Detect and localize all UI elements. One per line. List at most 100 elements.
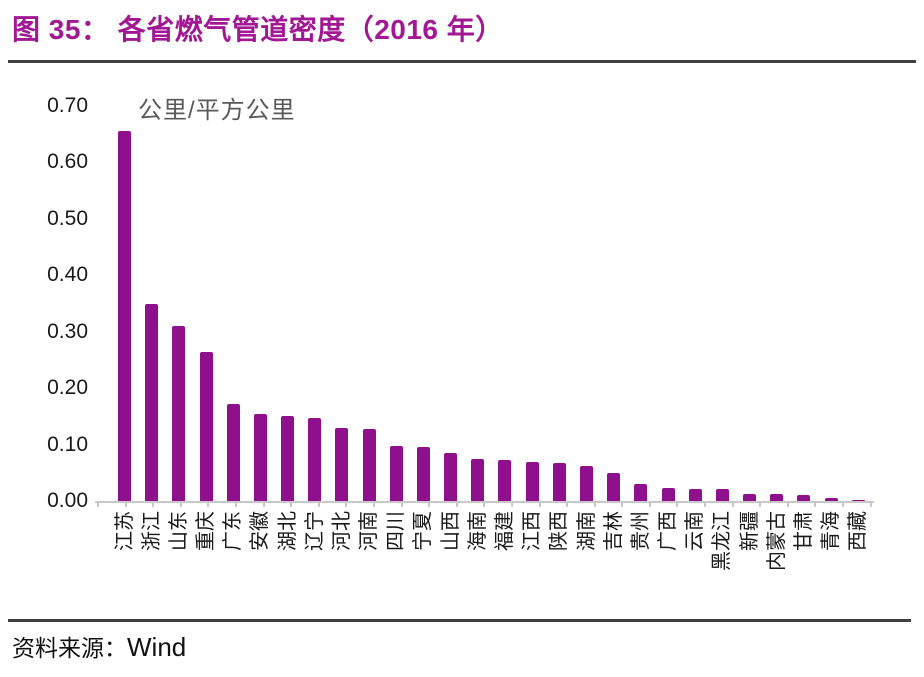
x-axis-tick — [262, 501, 265, 507]
x-axis-label-text: 广西 — [657, 511, 680, 551]
x-axis-label-text: 贵州 — [629, 511, 652, 551]
bar — [580, 466, 593, 501]
x-axis-label-text: 云南 — [684, 511, 707, 551]
x-axis-label-text: 福建 — [493, 511, 516, 551]
x-axis-tick — [648, 501, 651, 507]
y-axis-unit-label: 公里/平方公里 — [138, 97, 296, 124]
bar — [715, 489, 729, 501]
x-axis-label: 山东 — [165, 511, 192, 611]
bar — [607, 472, 621, 501]
x-axis-label: 海南 — [464, 511, 491, 611]
y-axis-tick-label: 0.30 — [47, 319, 88, 343]
x-axis-tick — [234, 501, 237, 507]
y-axis-tick-label: 0.00 — [47, 489, 88, 512]
x-axis-label: 湖南 — [573, 511, 600, 611]
x-axis-label-text: 重庆 — [195, 511, 218, 551]
x-axis-label-text: 陕西 — [548, 511, 571, 551]
y-axis-tick-label: 0.40 — [47, 263, 88, 287]
bar — [498, 460, 512, 501]
bar — [281, 415, 295, 501]
bar — [525, 461, 539, 501]
bar — [661, 488, 675, 501]
plot-area — [95, 106, 874, 507]
x-axis-label-text: 湖南 — [575, 511, 598, 551]
x-axis-label: 广东 — [220, 511, 247, 611]
x-axis-tick — [869, 501, 872, 507]
x-axis-tick — [428, 501, 431, 507]
x-axis-tick — [179, 501, 182, 507]
y-axis-tick-label: 0.10 — [47, 432, 88, 456]
x-axis-label-text: 青海 — [820, 511, 843, 551]
x-axis-tick — [759, 501, 762, 507]
source-label: 资料来源： — [12, 635, 127, 661]
x-axis-tick — [621, 501, 624, 507]
x-axis-label: 江苏 — [111, 511, 138, 611]
title-divider — [8, 60, 916, 63]
bar — [335, 427, 349, 501]
y-axis-tick-label: 0.50 — [47, 206, 88, 230]
x-axis-tick — [676, 501, 679, 507]
x-axis-tick — [593, 501, 596, 507]
bar — [634, 484, 648, 501]
x-axis-label-text: 宁夏 — [412, 511, 435, 551]
x-axis-label: 陕西 — [546, 511, 573, 611]
bar — [118, 131, 132, 501]
x-axis-tick — [345, 501, 348, 507]
x-axis-tick — [455, 501, 458, 507]
x-axis-label: 湖北 — [274, 511, 301, 611]
x-axis-tick — [538, 501, 541, 507]
x-axis-label: 河北 — [328, 511, 355, 611]
x-axis-label-text: 西藏 — [847, 511, 870, 551]
x-axis-tick — [704, 501, 707, 507]
x-axis-label: 辽宁 — [301, 511, 328, 611]
x-axis-tick — [786, 501, 789, 507]
x-axis-label: 河南 — [356, 511, 383, 611]
x-axis-label-text: 广东 — [222, 511, 245, 551]
x-axis-label: 西藏 — [845, 511, 872, 611]
bar — [851, 499, 865, 501]
x-axis-label: 吉林 — [600, 511, 627, 611]
x-axis-tick — [566, 501, 569, 507]
x-axis-label-text: 内蒙古 — [765, 511, 788, 571]
x-axis-label-text: 四川 — [385, 511, 408, 551]
y-axis-tick-label: 0.20 — [47, 376, 88, 400]
bar — [552, 462, 566, 501]
bar — [253, 413, 267, 501]
x-axis-label-text: 辽宁 — [303, 511, 326, 551]
x-axis-label-text: 吉林 — [602, 511, 625, 551]
x-axis-labels: 江苏 浙江 山东 重庆 广东 安徽 湖北 辽宁 河北 河南 四川 宁夏 山西 海南 福建 江西 陕西 湖南 吉林 贵州… — [97, 511, 872, 611]
source-value: Wind — [127, 632, 187, 662]
bar — [797, 494, 811, 501]
source-note: 资料来源：Wind — [12, 629, 186, 663]
x-axis-tick — [124, 501, 127, 507]
x-axis-label-text: 安徽 — [249, 511, 272, 551]
x-axis-label: 山西 — [437, 511, 464, 611]
x-axis-label: 四川 — [383, 511, 410, 611]
x-axis-label-text: 湖北 — [276, 511, 299, 551]
x-axis-label: 青海 — [818, 511, 845, 611]
y-axis-tick-label: 0.60 — [47, 150, 88, 174]
x-axis-tick — [372, 501, 375, 507]
x-axis-label-text: 河北 — [330, 511, 353, 551]
bar — [824, 498, 838, 501]
bar — [416, 447, 430, 501]
bar — [172, 326, 186, 501]
x-axis-label-text: 江苏 — [113, 511, 136, 551]
bar-series — [97, 106, 872, 501]
x-axis-label-text: 山东 — [167, 511, 190, 551]
bar — [145, 303, 159, 501]
x-axis-ticks — [97, 501, 872, 507]
bar — [444, 452, 458, 501]
x-axis-label-text: 新疆 — [738, 511, 761, 551]
x-axis-label: 重庆 — [193, 511, 220, 611]
x-axis-label: 福建 — [491, 511, 518, 611]
x-axis-label: 广西 — [655, 511, 682, 611]
x-axis-label: 安徽 — [247, 511, 274, 611]
bar — [226, 403, 240, 501]
bar — [471, 458, 485, 501]
x-axis-label: 江西 — [519, 511, 546, 611]
bar — [199, 351, 213, 501]
x-axis-label: 新疆 — [736, 511, 763, 611]
x-axis-label-text: 浙江 — [140, 511, 163, 551]
